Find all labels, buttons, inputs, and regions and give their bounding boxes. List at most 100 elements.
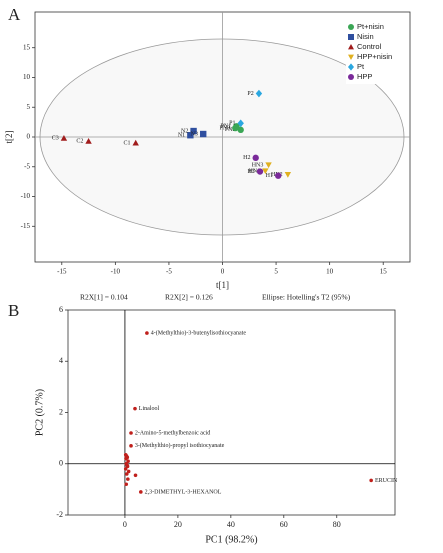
point xyxy=(255,89,263,98)
legend-label: HPP+nisin xyxy=(357,52,392,61)
legend-label: Control xyxy=(357,42,382,51)
legend-label: Pt+nisin xyxy=(357,22,384,31)
point-label: N3 xyxy=(191,131,198,137)
point-label: PN2 xyxy=(225,127,236,133)
point xyxy=(85,137,92,144)
point-label: 2,3-DIMETHYL-3-HEXANOL xyxy=(145,489,222,495)
x-tick-label: 20 xyxy=(174,520,182,529)
y-tick-label: 4 xyxy=(59,356,63,365)
point xyxy=(125,464,130,469)
x-tick-label: 80 xyxy=(333,520,341,529)
legend-marker xyxy=(348,54,354,60)
legend-marker xyxy=(348,24,354,30)
x-tick-label: 0 xyxy=(123,520,127,529)
point xyxy=(124,482,129,487)
y-tick-label: 0 xyxy=(59,459,63,468)
point xyxy=(200,130,207,138)
point xyxy=(126,469,131,474)
x-tick-label: 5 xyxy=(274,268,278,276)
x-axis-label: t[1] xyxy=(216,280,229,290)
x-tick-label: -15 xyxy=(57,268,67,276)
point xyxy=(124,456,128,461)
y-tick-label: 10 xyxy=(23,73,31,81)
point xyxy=(284,171,292,178)
point xyxy=(133,473,138,478)
legend-label: Nisin xyxy=(357,32,374,41)
x-axis-label: PC1 (98.2%) xyxy=(205,534,257,545)
point-label: 4-(Methylthio)-3-butenylisothiocyanate xyxy=(151,329,247,336)
point-label: PN1 xyxy=(221,124,232,130)
point-label: N2 xyxy=(181,128,188,134)
legend-label: HPP xyxy=(357,72,372,81)
point xyxy=(187,132,194,139)
x-tick-label: 0 xyxy=(221,268,225,276)
point xyxy=(252,154,259,162)
plot-frame xyxy=(67,309,396,516)
point-label: C1 xyxy=(123,140,130,146)
point xyxy=(237,119,244,128)
y-tick-label: -5 xyxy=(24,162,30,170)
y-axis-label: PC2 (0.7%) xyxy=(34,389,45,436)
point xyxy=(124,472,129,476)
point xyxy=(123,467,128,471)
point xyxy=(60,134,68,141)
point-label: P1 xyxy=(229,121,235,127)
point-label: H3 xyxy=(247,169,254,175)
point xyxy=(129,431,133,435)
point xyxy=(262,168,269,175)
legend-marker xyxy=(348,74,354,80)
point xyxy=(132,139,139,146)
point-label: ERUCIN xyxy=(375,478,398,484)
point xyxy=(145,331,149,335)
y-tick-label: -10 xyxy=(21,192,31,200)
x-tick-label: 40 xyxy=(227,520,235,529)
x-tick-label: -5 xyxy=(166,268,172,276)
point-label: C3 xyxy=(52,136,59,142)
point-label: C2 xyxy=(76,139,83,145)
point-label: 3-(Methylthio)-propyl isothiocyanate xyxy=(135,442,225,449)
panel-label: B xyxy=(8,301,19,320)
point-label: N1 xyxy=(178,133,185,139)
y-tick-label: 15 xyxy=(23,43,31,51)
point xyxy=(256,168,264,175)
point xyxy=(133,406,137,411)
point-label: 2-Amino-5-methylbenzoic acid xyxy=(135,430,210,436)
legend-label: Pt xyxy=(357,62,365,71)
annotation: Ellipse: Hotelling's T2 (95%) xyxy=(262,293,351,302)
point-label: HN1 xyxy=(248,168,260,174)
point xyxy=(126,477,130,481)
legend-box xyxy=(346,20,408,84)
x-tick-label: -10 xyxy=(111,268,121,276)
point xyxy=(190,127,197,135)
legend-marker xyxy=(348,44,354,50)
point xyxy=(275,172,282,179)
legend-marker xyxy=(348,34,354,40)
point xyxy=(139,490,143,494)
point-label: H2 xyxy=(243,155,250,161)
point xyxy=(232,124,239,132)
x-tick-label: 10 xyxy=(326,268,334,276)
point-label: HN3 xyxy=(252,162,264,168)
point xyxy=(265,162,272,169)
annotation: R2X[1] = 0.104 xyxy=(80,293,128,302)
y-axis-label: t[2] xyxy=(4,131,14,144)
y-tick-label: -2 xyxy=(56,510,63,519)
point xyxy=(237,126,244,134)
x-tick-label: 60 xyxy=(280,520,288,529)
y-tick-label: -15 xyxy=(21,222,31,230)
panel-label: A xyxy=(8,5,21,24)
annotation: R2X[2] = 0.126 xyxy=(165,293,213,302)
point xyxy=(369,478,373,483)
point xyxy=(129,444,133,448)
y-tick-label: 2 xyxy=(59,407,63,416)
point xyxy=(126,459,130,463)
point-label: P2 xyxy=(247,91,253,97)
point-label: PN3 xyxy=(219,125,230,131)
point-label: H1 xyxy=(266,173,273,179)
point-label: Linalool xyxy=(139,406,160,412)
y-tick-label: 0 xyxy=(27,133,31,141)
x-tick-label: 15 xyxy=(380,268,388,276)
y-tick-label: 5 xyxy=(27,103,31,111)
y-tick-label: 6 xyxy=(59,305,63,314)
